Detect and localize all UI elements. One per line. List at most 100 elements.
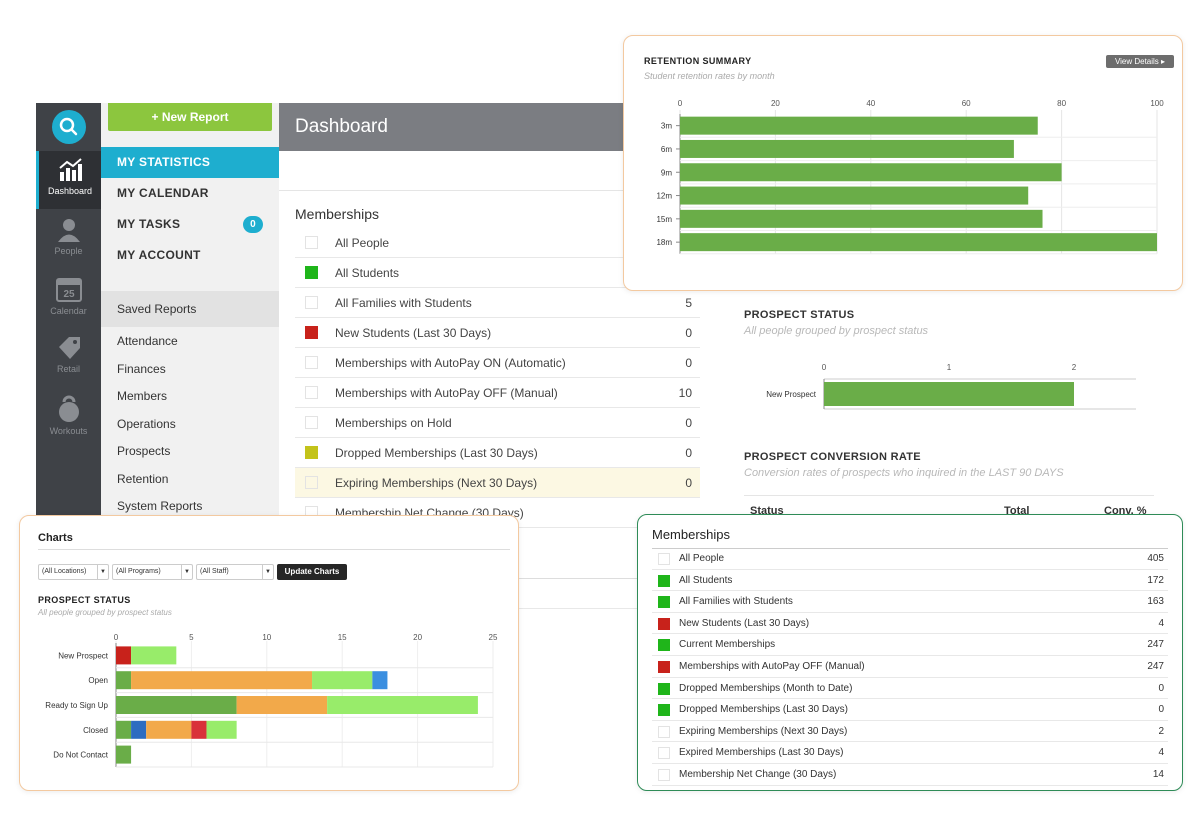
row-label: All People (679, 553, 725, 564)
table-row[interactable]: New Students (Last 30 Days) 0 (295, 318, 700, 348)
row-label: Dropped Memberships (Month to Date) (679, 682, 853, 694)
bar (824, 382, 1074, 406)
row-label: All People (335, 236, 390, 250)
rail-item-calendar[interactable]: 25 Calendar (36, 269, 101, 325)
row-value: 5 (685, 296, 692, 310)
prospect-status-chart: 0 1 2 New Prospect (766, 363, 1136, 410)
color-swatch (658, 639, 670, 652)
y-tick-label: 18m (656, 238, 672, 247)
table-row[interactable]: Current Memberships 247 (652, 634, 1168, 656)
nav-my-account[interactable]: MY ACCOUNT (117, 248, 201, 262)
view-details-button[interactable]: View Details ▸ (1106, 55, 1174, 68)
row-value: 0 (1158, 704, 1164, 716)
program-select[interactable]: (All Programs) ▼ (112, 564, 193, 580)
rail-item-retail[interactable]: Retail (36, 329, 101, 385)
stacked-bar-segment (146, 720, 192, 739)
row-value: 4 (1158, 617, 1164, 629)
table-row[interactable]: Expiring Memberships (Next 30 Days) 2 (652, 721, 1168, 743)
update-charts-button[interactable]: Update Charts (277, 564, 347, 580)
stacked-bar-segment (327, 696, 478, 714)
table-row[interactable]: Dropped Memberships (Month to Date) 0 (652, 678, 1168, 700)
x-tick-label: 15 (338, 633, 347, 642)
x-tick-label: 5 (189, 633, 194, 642)
select-value: (All Programs) (116, 568, 161, 575)
charts-title: Charts (38, 532, 73, 544)
table-row[interactable]: Expired Memberships (Last 30 Days) 4 (652, 742, 1168, 764)
row-value: 0 (685, 326, 692, 340)
new-report-button[interactable]: + New Report (108, 103, 272, 131)
row-value: 4 (1158, 747, 1164, 759)
y-tick-label: Open (88, 676, 108, 685)
table-row[interactable]: All People (295, 228, 700, 258)
rail-label: Dashboard (47, 186, 93, 196)
table-row[interactable]: Memberships with AutoPay OFF (Manual) 10 (295, 378, 700, 408)
rail-item-people[interactable]: People (36, 211, 101, 267)
row-label: All Students (335, 266, 400, 280)
bar (680, 209, 1043, 228)
table-row[interactable]: Memberships with AutoPay ON (Automatic) 0 (295, 348, 700, 378)
color-swatch (305, 326, 318, 339)
row-value: 247 (1147, 661, 1164, 672)
stacked-bar-segment (131, 646, 177, 665)
stacked-bar-segment (116, 720, 132, 739)
row-value: 0 (685, 416, 692, 430)
search-icon (59, 117, 78, 136)
tag-icon (58, 337, 80, 359)
x-tick-label: 10 (262, 633, 271, 642)
color-swatch (658, 596, 670, 609)
table-row[interactable]: Dropped Memberships (Last 30 Days) 0 (652, 699, 1168, 721)
nav-system-reports[interactable]: System Reports (117, 499, 203, 513)
nav-retention[interactable]: Retention (117, 472, 169, 486)
stacked-bar-segment (116, 646, 132, 665)
table-row[interactable]: Memberships on Hold 0 (295, 408, 700, 438)
y-tick-label: 3m (661, 122, 672, 131)
row-value: 10 (678, 386, 692, 400)
table-row[interactable]: Dropped Memberships (Last 30 Days) 0 (295, 438, 700, 468)
search-button[interactable] (52, 110, 86, 144)
nav-my-tasks[interactable]: MY TASKS 0 (101, 209, 279, 240)
table-row[interactable]: Membership Net Change (30 Days) 14 (652, 764, 1168, 786)
caret-right-icon: ▸ (1161, 57, 1166, 66)
table-row[interactable]: Expiring Memberships (Next 30 Days) 0 (295, 468, 700, 498)
retention-subtitle: Student retention rates by month (644, 71, 775, 81)
x-tick-label: 25 (489, 633, 498, 642)
x-tick-label: 20 (771, 99, 780, 108)
stacked-bar-segment (191, 720, 207, 739)
nav-my-calendar[interactable]: MY CALENDAR (117, 186, 209, 200)
y-tick-label: New Prospect (766, 390, 817, 399)
y-tick-label: 15m (656, 215, 672, 224)
row-label: Memberships with AutoPay ON (Automatic) (335, 356, 566, 370)
table-row[interactable]: All Students 172 (652, 570, 1168, 592)
nav-prospects[interactable]: Prospects (117, 444, 171, 458)
x-tick-label: 0 (678, 99, 683, 108)
stacked-bar-segment (372, 671, 388, 690)
table-row[interactable]: All People 405 (652, 548, 1168, 570)
row-value: 163 (1147, 596, 1164, 608)
table-row[interactable]: All Families with Students 5 (295, 288, 700, 318)
rail-item-dashboard[interactable]: Dashboard (36, 151, 101, 209)
nav-finances[interactable]: Finances (117, 362, 166, 376)
row-label: Memberships on Hold (335, 416, 452, 430)
staff-select[interactable]: (All Staff) ▼ (196, 564, 274, 580)
kettlebell-icon (58, 395, 79, 422)
rail-item-workouts[interactable]: Workouts (36, 387, 101, 443)
row-value: 14 (1152, 769, 1164, 780)
table-row[interactable]: New Students (Last 30 Days) 4 (652, 613, 1168, 635)
row-label: All Families with Students (335, 296, 472, 310)
nav-attendance[interactable]: Attendance (117, 334, 178, 348)
color-swatch (305, 416, 318, 429)
x-tick-label: 80 (1057, 99, 1066, 108)
row-label: Current Memberships (679, 639, 776, 651)
nav-members[interactable]: Members (117, 389, 168, 403)
nav-operations[interactable]: Operations (117, 417, 176, 431)
table-row[interactable]: All Families with Students 163 (652, 591, 1168, 613)
location-select[interactable]: (All Locations) ▼ (38, 564, 109, 580)
memberships-title: Memberships (295, 206, 380, 222)
table-row[interactable]: Memberships with AutoPay OFF (Manual) 247 (652, 656, 1168, 678)
nav-label: MY TASKS (117, 217, 181, 231)
nav-my-statistics[interactable]: MY STATISTICS (101, 147, 279, 178)
table-row[interactable]: All Students (295, 258, 700, 288)
row-value: 0 (685, 356, 692, 370)
color-swatch (658, 704, 670, 717)
conversion-title: PROSPECT CONVERSION RATE (744, 451, 921, 463)
